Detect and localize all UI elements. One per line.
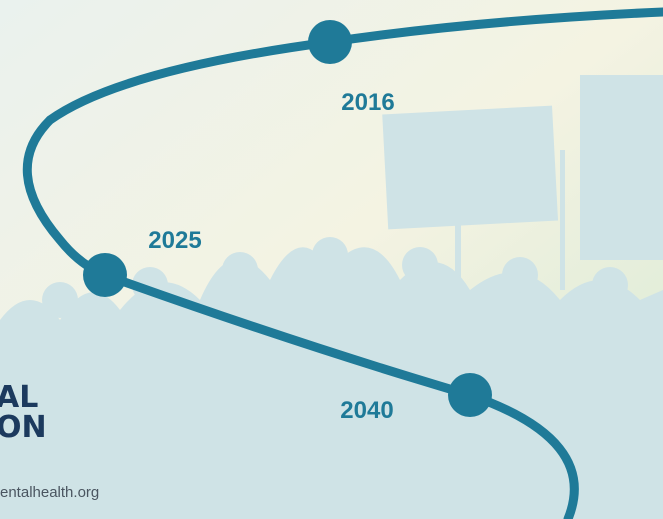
milestone-dot — [308, 20, 352, 64]
milestone-dot — [83, 253, 127, 297]
year-label: 2025 — [148, 227, 201, 254]
illustration: 2016 2025 2040 AL ON entalhealth.org — [0, 0, 663, 519]
year-label: 2016 — [341, 89, 394, 116]
year-label: 2040 — [340, 397, 393, 424]
url[interactable]: entalhealth.org — [0, 484, 99, 501]
milestone-dot — [448, 373, 492, 417]
logo-text: ON — [0, 410, 47, 445]
